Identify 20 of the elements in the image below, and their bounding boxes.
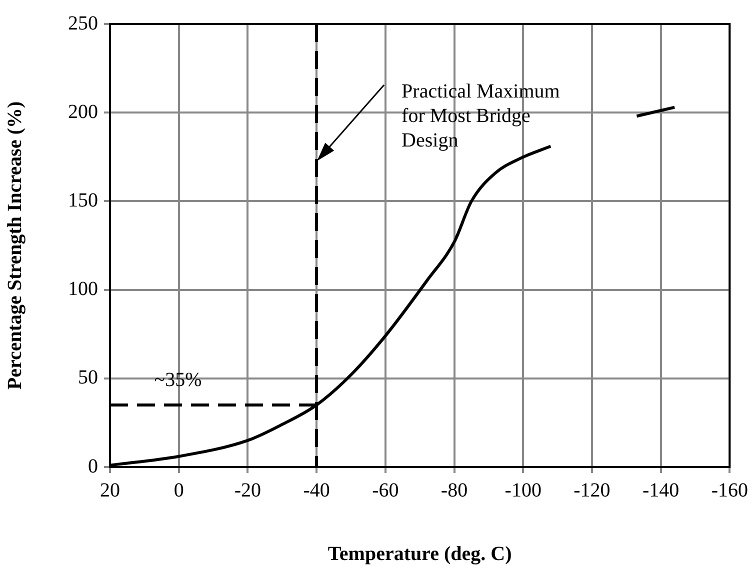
y-tick-label: 0	[88, 455, 98, 478]
y-axis-title: Percentage Strength Increase (%)	[4, 101, 26, 390]
x-tick-label: -40	[303, 479, 330, 502]
x-tick-label: -20	[234, 479, 262, 502]
ref-line-label: ~35%	[154, 369, 202, 392]
y-tick-label: 250	[68, 12, 98, 34]
x-tick-label: -60	[372, 479, 399, 502]
x-tick-label: -160	[711, 479, 748, 502]
x-tick-label: -100	[504, 479, 542, 502]
y-tick-label: 100	[68, 278, 98, 300]
x-tick-label: -120	[574, 479, 610, 502]
x-tick-label: 0	[174, 479, 184, 502]
x-tick-label: -140	[642, 479, 680, 502]
x-tick-label: 20	[100, 479, 120, 502]
y-tick-label: 200	[68, 100, 98, 123]
x-tick-label: -80	[440, 479, 468, 502]
x-axis-title: Temperature (deg. C)	[328, 543, 512, 566]
y-tick-label: 50	[78, 366, 98, 389]
y-tick-label: 150	[68, 189, 98, 212]
annotation: Practical Maximum for Most Bridge Design	[402, 80, 560, 152]
